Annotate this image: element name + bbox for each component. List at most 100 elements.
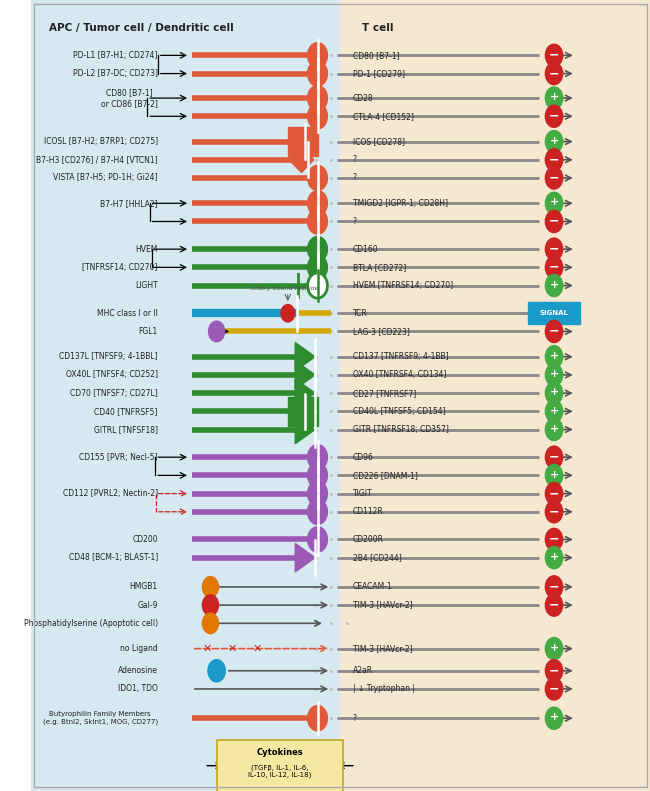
- Circle shape: [307, 527, 328, 552]
- Circle shape: [545, 464, 563, 486]
- Bar: [31, 0, 341, 791]
- Text: +: +: [549, 424, 558, 433]
- Text: CD112 [PVRL2; Nectin-2]: CD112 [PVRL2; Nectin-2]: [62, 489, 158, 498]
- Text: TIGIT: TIGIT: [353, 489, 372, 498]
- Text: ✕: ✕: [252, 644, 261, 653]
- Text: CD40 [TNFRSF5]: CD40 [TNFRSF5]: [94, 407, 158, 416]
- Text: CD40L [TNFSF5; CD154]: CD40L [TNFSF5; CD154]: [353, 407, 445, 416]
- Text: +: +: [549, 643, 558, 653]
- Circle shape: [307, 499, 328, 524]
- Text: −: −: [549, 215, 559, 228]
- Text: | ↓ Tryptophan |: | ↓ Tryptophan |: [353, 684, 415, 694]
- Text: +: +: [549, 351, 558, 361]
- FancyBboxPatch shape: [217, 740, 343, 791]
- Text: ?: ?: [353, 713, 357, 723]
- Circle shape: [307, 273, 328, 298]
- Text: −: −: [549, 599, 559, 611]
- Text: FGL1: FGL1: [138, 327, 158, 336]
- Text: CD112R: CD112R: [353, 507, 384, 517]
- Text: PD-L1 [B7-H1; CD274]: PD-L1 [B7-H1; CD274]: [73, 51, 158, 60]
- Circle shape: [307, 463, 328, 488]
- Text: [TNFRSF14; CD270]: [TNFRSF14; CD270]: [83, 263, 158, 272]
- Text: B7-H7 [HHLA2]: B7-H7 [HHLA2]: [100, 199, 158, 208]
- Text: CEACAM-1: CEACAM-1: [353, 582, 393, 592]
- Text: HVEM [TNFRSF14; CD270]: HVEM [TNFRSF14; CD270]: [353, 281, 453, 290]
- Circle shape: [545, 44, 563, 66]
- Text: GITRL [TNFSF18]: GITRL [TNFSF18]: [94, 425, 158, 434]
- Circle shape: [545, 320, 563, 343]
- Circle shape: [545, 483, 563, 505]
- Text: Adenosine: Adenosine: [118, 666, 158, 676]
- Circle shape: [545, 105, 563, 127]
- Circle shape: [545, 446, 563, 468]
- Text: −: −: [549, 487, 559, 500]
- Text: CD160: CD160: [353, 244, 378, 254]
- Text: −: −: [549, 172, 559, 184]
- Text: CTLA-4 [CD152]: CTLA-4 [CD152]: [353, 112, 413, 121]
- Text: Phosphatidylserine (Apoptotic cell): Phosphatidylserine (Apoptotic cell): [23, 619, 158, 628]
- Circle shape: [202, 577, 218, 597]
- Circle shape: [307, 191, 328, 216]
- Text: ICOSL [B7-H2; B7RP1; CD275]: ICOSL [B7-H2; B7RP1; CD275]: [44, 137, 158, 146]
- Text: VISTA [B7-H5; PD-1H; Gi24]: VISTA [B7-H5; PD-1H; Gi24]: [53, 173, 158, 183]
- Circle shape: [545, 131, 563, 153]
- Text: GITR [TNFRSF18; CD357]: GITR [TNFRSF18; CD357]: [353, 425, 448, 434]
- Text: T cell: T cell: [362, 23, 394, 32]
- Text: +: +: [549, 388, 558, 397]
- FancyBboxPatch shape: [288, 127, 317, 156]
- Text: (TGFβ, IL-1, IL-6,
IL-10, IL-12, IL-18): (TGFβ, IL-1, IL-6, IL-10, IL-12, IL-18): [248, 764, 312, 778]
- Circle shape: [307, 85, 328, 111]
- Text: Butyrophilin Family Members
(e.g. Btnl2, Skint1, MOG, CD277): Butyrophilin Family Members (e.g. Btnl2,…: [43, 711, 158, 725]
- Text: OX40L [TNFSF4; CD252]: OX40L [TNFSF4; CD252]: [66, 370, 158, 380]
- Text: ?: ?: [353, 217, 357, 226]
- Circle shape: [545, 707, 563, 729]
- Circle shape: [307, 209, 328, 234]
- Circle shape: [307, 445, 328, 470]
- Circle shape: [281, 305, 294, 322]
- Text: −: −: [549, 581, 559, 593]
- Text: CD200: CD200: [132, 535, 158, 544]
- Circle shape: [545, 576, 563, 598]
- Text: A2aR: A2aR: [353, 666, 373, 676]
- Text: HVEM: HVEM: [135, 244, 158, 254]
- Circle shape: [545, 382, 563, 404]
- Text: HMGB1: HMGB1: [129, 582, 158, 592]
- Text: ✕: ✕: [203, 644, 212, 653]
- Circle shape: [307, 165, 328, 191]
- Text: OX40 [TNFRSF4; CD134]: OX40 [TNFRSF4; CD134]: [353, 370, 446, 380]
- Polygon shape: [295, 379, 315, 407]
- Text: CD27 [TNFRSF7]: CD27 [TNFRSF7]: [353, 388, 416, 398]
- Text: ICOS [CD278]: ICOS [CD278]: [353, 137, 405, 146]
- Circle shape: [545, 238, 563, 260]
- Text: Cytokines: Cytokines: [257, 748, 304, 757]
- Text: −: −: [549, 49, 559, 62]
- Text: CD137 [TNFRSF9; 4-1BB]: CD137 [TNFRSF9; 4-1BB]: [353, 352, 448, 361]
- Circle shape: [545, 528, 563, 551]
- Circle shape: [209, 321, 225, 342]
- Text: 2B4 [CD244]: 2B4 [CD244]: [353, 553, 402, 562]
- Circle shape: [545, 501, 563, 523]
- Circle shape: [545, 346, 563, 368]
- Text: Stably bound Peptide: Stably bound Peptide: [251, 286, 318, 291]
- Text: −: −: [549, 243, 559, 255]
- Text: LAG-3 [CD223]: LAG-3 [CD223]: [353, 327, 410, 336]
- Text: −: −: [549, 451, 559, 464]
- Circle shape: [208, 660, 226, 682]
- Text: CD96: CD96: [353, 452, 374, 462]
- Polygon shape: [295, 343, 315, 371]
- Text: B7-H3 [CD276] / B7-H4 [VTCN1]: B7-H3 [CD276] / B7-H4 [VTCN1]: [36, 155, 158, 165]
- Polygon shape: [289, 147, 314, 172]
- Text: −: −: [549, 664, 559, 677]
- Text: CD137L [TNFSF9; 4-1BBL]: CD137L [TNFSF9; 4-1BBL]: [59, 352, 158, 361]
- FancyBboxPatch shape: [288, 397, 317, 426]
- Text: −: −: [549, 153, 559, 166]
- Circle shape: [545, 418, 563, 441]
- Text: ?: ?: [353, 173, 357, 183]
- Text: CD226 [DNAM-1]: CD226 [DNAM-1]: [353, 471, 418, 480]
- Text: CD200R: CD200R: [353, 535, 384, 544]
- Text: CD155 [PVR; Necl-5]: CD155 [PVR; Necl-5]: [79, 452, 158, 462]
- Circle shape: [545, 192, 563, 214]
- Polygon shape: [295, 415, 315, 444]
- Text: no Ligand: no Ligand: [120, 644, 158, 653]
- Circle shape: [545, 167, 563, 189]
